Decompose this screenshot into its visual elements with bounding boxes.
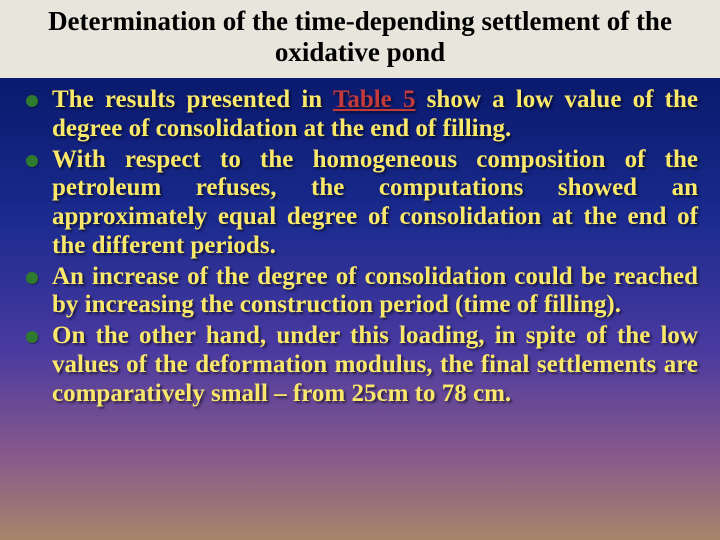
- list-item: On the other hand, under this loading, i…: [22, 322, 698, 408]
- bullet-list: The results presented in Table 5 show a …: [22, 86, 698, 408]
- list-item: An increase of the degree of consolidati…: [22, 263, 698, 321]
- list-item: The results presented in Table 5 show a …: [22, 86, 698, 144]
- bullet-text-pre: The results presented in: [52, 86, 333, 113]
- title-bar: Determination of the time-depending sett…: [0, 0, 720, 78]
- slide-title: Determination of the time-depending sett…: [16, 6, 704, 68]
- list-item: With respect to the homogeneous composit…: [22, 146, 698, 261]
- slide-body: The results presented in Table 5 show a …: [0, 78, 720, 428]
- table-5-link[interactable]: Table 5: [333, 86, 416, 113]
